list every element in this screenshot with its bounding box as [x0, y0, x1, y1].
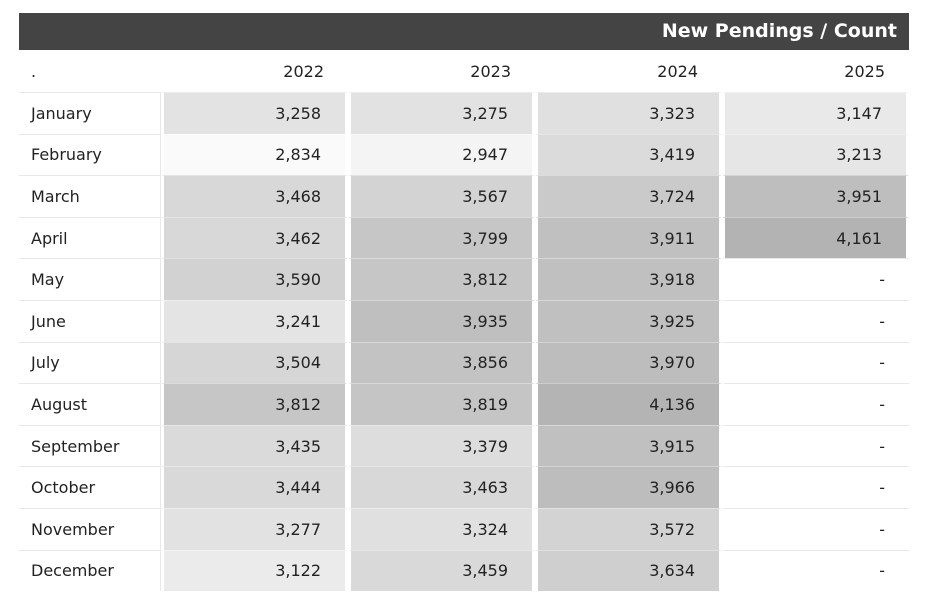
new-pendings-table: . 2022 2023 2024 2025 January 3,258 3,275 3…	[19, 50, 909, 592]
value-cell[interactable]: 3,444	[161, 466, 348, 508]
row-label: April	[19, 216, 161, 259]
value-cell[interactable]: 3,468	[161, 175, 348, 217]
value-cell[interactable]: 3,504	[161, 341, 348, 384]
table-body: January 3,258 3,275 3,323 3,147 February 2,834…	[19, 92, 909, 592]
table-row: November 3,277 3,324 3,572-	[19, 507, 909, 550]
table-row: March 3,468 3,567 3,724 3,951	[19, 175, 909, 217]
value-cell[interactable]: 3,911	[535, 216, 722, 259]
value-cell[interactable]: -	[722, 299, 909, 342]
row-label: October	[19, 466, 161, 508]
table-row: January 3,258 3,275 3,323 3,147	[19, 92, 909, 134]
value-cell[interactable]: 4,161	[722, 216, 909, 259]
table-title: New Pendings / Count	[19, 13, 909, 50]
value-cell[interactable]: 2,947	[348, 133, 535, 176]
value-cell[interactable]: 3,463	[348, 466, 535, 508]
value-cell[interactable]: -	[722, 341, 909, 384]
column-header-2022[interactable]: 2022	[161, 50, 348, 92]
value-cell[interactable]: 3,147	[722, 92, 909, 134]
row-label: September	[19, 424, 161, 467]
row-label: July	[19, 341, 161, 384]
value-cell[interactable]: 3,122	[161, 549, 348, 592]
value-cell[interactable]: 3,419	[535, 133, 722, 176]
value-cell[interactable]: 3,918	[535, 258, 722, 300]
row-label: January	[19, 92, 161, 134]
value-cell[interactable]: 3,324	[348, 507, 535, 550]
value-cell[interactable]: 3,567	[348, 175, 535, 217]
value-cell[interactable]: -	[722, 383, 909, 425]
corner-label: .	[19, 50, 161, 92]
value-cell[interactable]: 3,812	[161, 383, 348, 425]
row-label: February	[19, 133, 161, 176]
row-label: June	[19, 299, 161, 342]
value-cell[interactable]: -	[722, 258, 909, 300]
value-cell[interactable]: 3,459	[348, 549, 535, 592]
value-cell[interactable]: 3,258	[161, 92, 348, 134]
value-cell[interactable]: 2,834	[161, 133, 348, 176]
value-cell[interactable]: -	[722, 549, 909, 592]
value-cell[interactable]: 3,819	[348, 383, 535, 425]
header-row: . 2022 2023 2024 2025	[19, 50, 909, 92]
table-row: July 3,504 3,856 3,970-	[19, 341, 909, 384]
value-cell[interactable]: -	[722, 424, 909, 467]
value-cell[interactable]: 3,323	[535, 92, 722, 134]
table-row: August 3,812 3,819 4,136-	[19, 383, 909, 425]
table-row: June 3,241 3,935 3,925-	[19, 299, 909, 342]
value-cell[interactable]: 3,812	[348, 258, 535, 300]
value-cell[interactable]: -	[722, 466, 909, 508]
value-cell[interactable]: 3,275	[348, 92, 535, 134]
value-cell[interactable]: 3,379	[348, 424, 535, 467]
table-row: February 2,834 2,947 3,419 3,213	[19, 133, 909, 176]
value-cell[interactable]: 3,277	[161, 507, 348, 550]
column-header-2024[interactable]: 2024	[535, 50, 722, 92]
value-cell[interactable]: 3,213	[722, 133, 909, 176]
value-cell[interactable]: 3,572	[535, 507, 722, 550]
value-cell[interactable]: 3,590	[161, 258, 348, 300]
row-label: March	[19, 175, 161, 217]
value-cell[interactable]: 4,136	[535, 383, 722, 425]
value-cell[interactable]: 3,724	[535, 175, 722, 217]
value-cell[interactable]: 3,856	[348, 341, 535, 384]
pivot-table-widget: New Pendings / Count . 2022 2023 2024 20…	[19, 13, 909, 592]
value-cell[interactable]: 3,462	[161, 216, 348, 259]
table-row: September 3,435 3,379 3,915-	[19, 424, 909, 467]
value-cell[interactable]: 3,966	[535, 466, 722, 508]
value-cell[interactable]: 3,935	[348, 299, 535, 342]
column-header-2025[interactable]: 2025	[722, 50, 909, 92]
value-cell[interactable]: 3,799	[348, 216, 535, 259]
value-cell[interactable]: 3,915	[535, 424, 722, 467]
value-cell[interactable]: 3,951	[722, 175, 909, 217]
row-label: December	[19, 549, 161, 592]
value-cell[interactable]: 3,634	[535, 549, 722, 592]
row-label: August	[19, 383, 161, 425]
value-cell[interactable]: 3,435	[161, 424, 348, 467]
value-cell[interactable]: 3,925	[535, 299, 722, 342]
row-label: May	[19, 258, 161, 300]
value-cell[interactable]: 3,241	[161, 299, 348, 342]
value-cell[interactable]: -	[722, 507, 909, 550]
table-row: May 3,590 3,812 3,918-	[19, 258, 909, 300]
table-row: April 3,462 3,799 3,911 4,161	[19, 216, 909, 259]
row-label: November	[19, 507, 161, 550]
value-cell[interactable]: 3,970	[535, 341, 722, 384]
table-row: October 3,444 3,463 3,966-	[19, 466, 909, 508]
column-header-2023[interactable]: 2023	[348, 50, 535, 92]
table-row: December 3,122 3,459 3,634-	[19, 549, 909, 592]
